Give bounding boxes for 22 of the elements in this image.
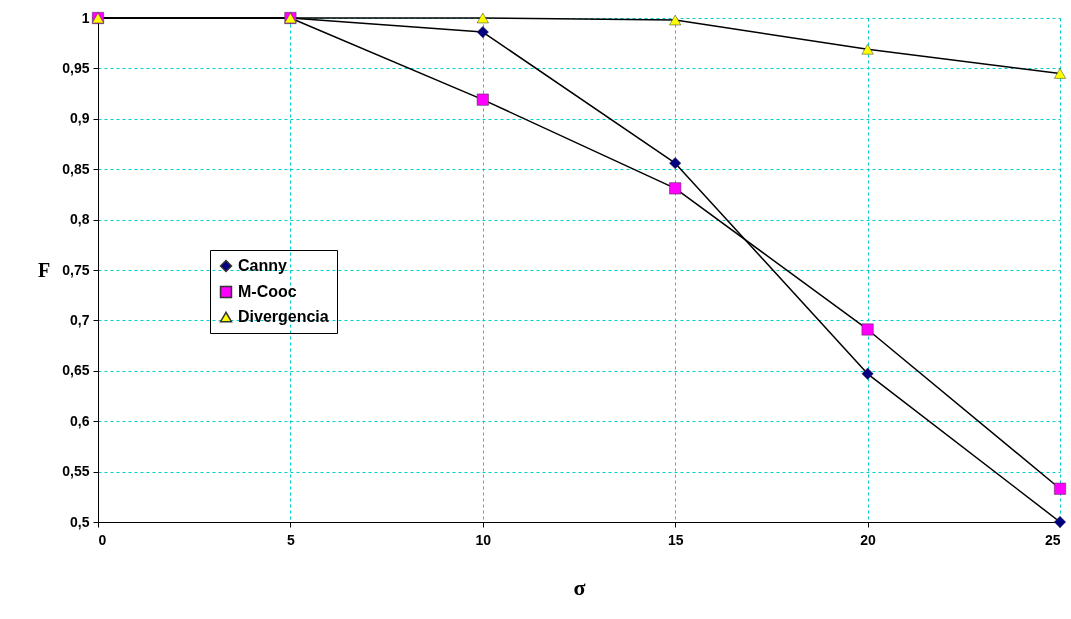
x-tick-label: 5: [287, 531, 295, 548]
y-tick-label: 1: [81, 9, 90, 26]
x-tick-label: 25: [1044, 531, 1061, 548]
legend-label: Divergencia: [238, 308, 329, 325]
y-tick-label: 0,55: [62, 463, 90, 480]
y-tick-label: 0,95: [62, 59, 90, 76]
y-tick-label: 0,7: [70, 311, 90, 328]
y-tick-label: 0,5: [70, 513, 90, 530]
x-tick-label: 20: [860, 531, 877, 548]
x-axis-title: σ: [573, 574, 586, 600]
y-tick-label: 0,8: [70, 211, 90, 228]
y-tick-label: 0,9: [70, 110, 90, 127]
legend-label: Canny: [238, 257, 287, 274]
y-axis-title: F: [38, 258, 51, 281]
y-tick-label: 0,75: [62, 261, 90, 278]
legend-label: M-Cooc: [238, 283, 297, 300]
x-tick-label: 10: [475, 531, 492, 548]
y-tick-label: 0,85: [62, 160, 90, 177]
y-tick-label: 0,6: [70, 412, 90, 429]
x-tick-label: 0: [98, 531, 107, 548]
x-tick-label: 15: [667, 531, 684, 548]
y-tick-label: 0,65: [62, 362, 90, 379]
